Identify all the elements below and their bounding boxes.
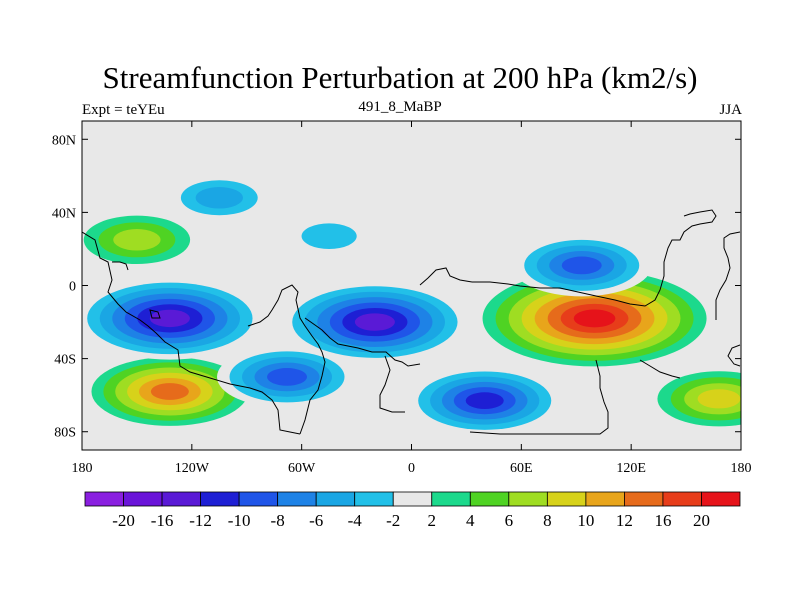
contour-cell-low — [406, 366, 564, 436]
contour-cell-high — [91, 357, 249, 426]
colorbar-swatch — [161, 491, 201, 507]
colorbar-swatch — [624, 491, 664, 507]
colorbar-label: 20 — [693, 511, 710, 530]
contour-band — [465, 392, 504, 409]
contour-cell-high — [482, 270, 707, 367]
y-tick-label: 40S — [54, 353, 76, 368]
colorbar-swatch — [392, 491, 433, 507]
contour-band — [573, 309, 616, 328]
colorbar: -20 -16 -12 -10 -8 -6 -4 -2 2 4 6 8 10 12 16 20 — [84, 491, 741, 530]
colorbar-swatch — [546, 491, 587, 507]
colorbar-label: 10 — [577, 511, 594, 530]
colorbar-label: -12 — [189, 511, 212, 530]
colorbar-swatch — [701, 491, 741, 507]
colorbar-label: -10 — [228, 511, 251, 530]
contour-band — [195, 187, 243, 209]
contour-band — [149, 309, 190, 328]
x-tick-label: 60W — [288, 461, 316, 476]
colorbar-label: 6 — [505, 511, 514, 530]
x-tick-label: 60E — [510, 461, 533, 476]
colorbar-swatch — [508, 491, 548, 507]
colorbar-swatch — [238, 491, 279, 507]
y-axis: 80N 40N 0 40S 80S — [52, 133, 741, 441]
colorbar-label: 4 — [466, 511, 475, 530]
contour-band — [113, 229, 161, 251]
y-tick-label: 40N — [52, 206, 76, 221]
y-tick-label: 80N — [52, 133, 76, 148]
contour-band — [301, 223, 357, 249]
contour-cell-low — [511, 234, 652, 297]
colorbar-label: 16 — [654, 511, 671, 530]
y-tick-label: 80S — [54, 426, 76, 441]
x-tick-label: 180 — [731, 461, 752, 476]
colorbar-label: -4 — [348, 511, 363, 530]
colorbar-label: -8 — [271, 511, 285, 530]
contour-cell-low — [284, 215, 374, 257]
center-string: 491_8_MaBP — [358, 99, 442, 115]
colorbar-label: 2 — [428, 511, 437, 530]
colorbar-swatch — [469, 491, 510, 507]
contour-band — [354, 313, 395, 331]
colorbar-label: 8 — [543, 511, 552, 530]
x-tick-label: 180 — [72, 461, 93, 476]
contour-cell-low — [166, 173, 273, 222]
x-tick-label: 0 — [408, 461, 415, 476]
right-string: JJA — [719, 102, 742, 118]
left-string: Expt = teYEu — [82, 102, 165, 118]
colorbar-swatch — [431, 491, 471, 507]
colorbar-swatch — [662, 491, 702, 507]
contour-cell-low — [279, 280, 471, 364]
contour-cell-low — [217, 345, 358, 408]
colorbar-label: -20 — [112, 511, 135, 530]
contour-band — [697, 389, 741, 409]
contour-band — [561, 256, 602, 275]
x-axis: 180 120W 60W 0 60E 120E 180 — [72, 121, 752, 476]
contour-band — [150, 383, 189, 400]
colorbar-label: 12 — [616, 511, 633, 530]
colorbar-label: -16 — [151, 511, 174, 530]
contour-cell-low — [82, 277, 266, 360]
contour-cell-high — [657, 371, 741, 427]
chart-title: Streamfunction Perturbation at 200 hPa (… — [102, 60, 698, 95]
colorbar-swatch — [277, 491, 317, 507]
contour-band — [267, 368, 308, 386]
contour-cell-high — [83, 215, 191, 265]
x-tick-label: 120E — [616, 461, 646, 476]
x-tick-label: 120W — [175, 461, 210, 476]
colorbar-swatch — [123, 491, 163, 507]
y-tick-label: 0 — [69, 280, 76, 295]
colorbar-swatch — [315, 491, 356, 507]
colorbar-label: -2 — [386, 511, 400, 530]
colorbar-swatch — [585, 491, 625, 507]
colorbar-swatch — [84, 491, 124, 507]
coastlines — [82, 209, 741, 435]
colorbar-swatch — [200, 491, 240, 507]
colorbar-label: -6 — [309, 511, 323, 530]
colorbar-swatch — [354, 491, 394, 507]
